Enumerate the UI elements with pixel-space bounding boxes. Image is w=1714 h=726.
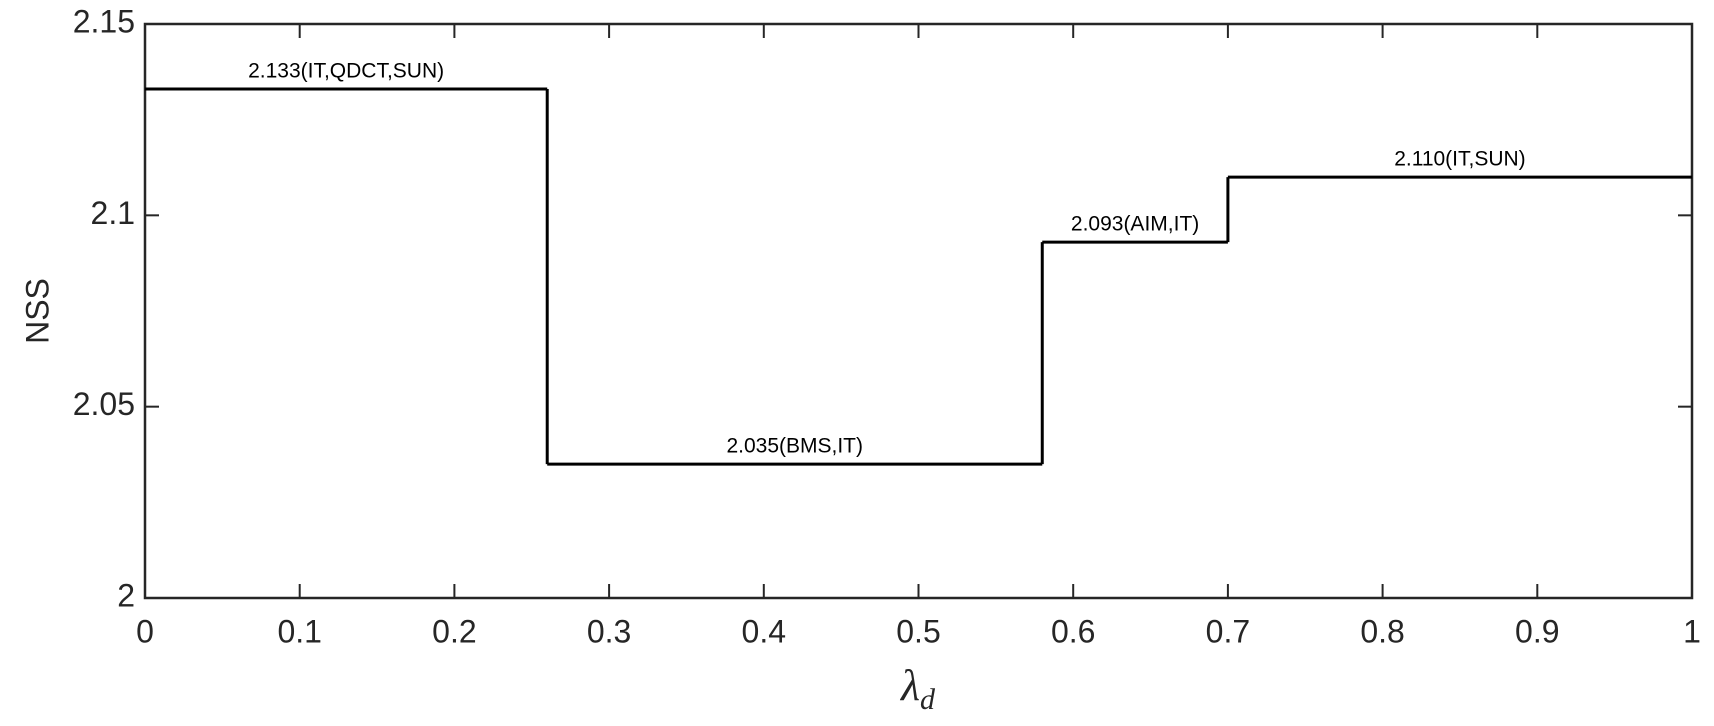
- value-label: 2.035(BMS,IT): [726, 435, 863, 458]
- y-tick-label: 2.1: [91, 195, 135, 231]
- x-tick-label: 0: [136, 613, 154, 649]
- value-label: 2.093(AIM,IT): [1071, 213, 1199, 236]
- y-tick-label: 2.15: [73, 3, 135, 39]
- y-tick-label: 2.05: [73, 386, 135, 422]
- plot-frame: [143, 22, 1694, 600]
- x-tick-label: 0.6: [1051, 613, 1095, 649]
- x-tick-label: 1: [1683, 613, 1701, 649]
- value-label: 2.133(IT,QDCT,SUN): [248, 60, 444, 83]
- x-label-subscript: d: [920, 683, 936, 716]
- x-tick-label: 0.3: [587, 613, 631, 649]
- x-tick-label: 0.1: [277, 613, 321, 649]
- x-tick-label: 0.5: [896, 613, 940, 649]
- x-tick-label: 0.2: [432, 613, 476, 649]
- x-axis-label: λd: [899, 661, 936, 716]
- x-tick-label: 0.4: [742, 613, 786, 649]
- y-tick-label: 2: [117, 577, 135, 613]
- x-tick-label: 0.7: [1206, 613, 1250, 649]
- y-axis-label: NSS: [19, 278, 55, 344]
- x-tick-label: 0.8: [1360, 613, 1404, 649]
- x-tick-label: 0.9: [1515, 613, 1559, 649]
- x-label-symbol: λ: [899, 661, 920, 710]
- value-label: 2.110(IT,SUN): [1394, 148, 1526, 171]
